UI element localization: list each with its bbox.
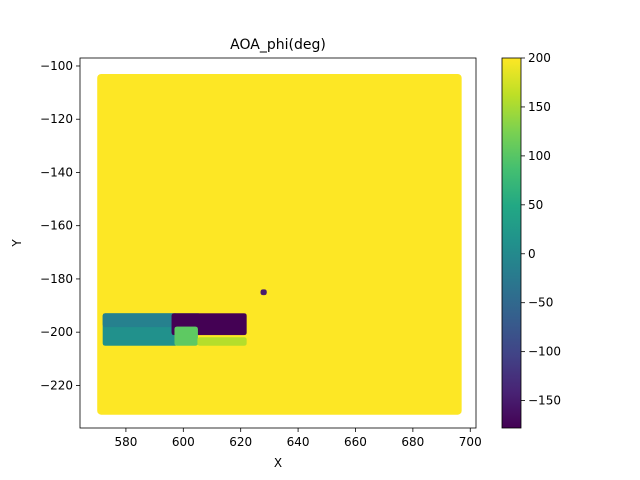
y-tick-label: −180 [40,272,73,286]
colorbar-tick-label: −100 [528,345,561,359]
heatmap-region [260,289,267,296]
colorbar-tick-label: −150 [528,394,561,408]
colorbar-tick-label: 200 [528,51,551,65]
x-axis: 580 600 620 640 660 680 700 [114,428,482,449]
x-tick-label: 580 [114,435,137,449]
x-axis-title: X [274,456,282,470]
x-tick-label: 600 [172,435,195,449]
colorbar-ticks: 200 150 100 50 0 −50 −100 −150 [521,51,561,408]
colorbar-tick-label: 150 [528,100,551,114]
y-tick-label: −100 [40,59,73,73]
y-axis-title: Y [10,239,24,248]
colorbar [501,57,522,429]
y-tick-label: −200 [40,325,73,339]
chart-title: AOA_phi(deg) [230,37,326,53]
x-tick-label: 640 [287,435,310,449]
x-tick-label: 620 [229,435,252,449]
plot-frame [79,57,477,429]
y-tick-label: −140 [40,165,73,179]
y-tick-label: −220 [40,378,73,392]
heatmap-regions [97,73,462,415]
colorbar-tick-label: −50 [528,296,553,310]
x-tick-label: 680 [401,435,424,449]
x-tick-label: 700 [459,435,482,449]
colorbar-tick-label: 0 [528,247,536,261]
colorbar-tick-label: 50 [528,198,543,212]
y-axis: −100 −120 −140 −160 −180 −200 −220 [40,59,80,392]
heatmap-region [97,73,462,415]
colorbar-tick-label: 100 [528,149,551,163]
y-tick-label: −160 [40,219,73,233]
heatmap-region [174,326,198,346]
y-tick-label: −120 [40,112,73,126]
heatmap-region [197,337,247,346]
x-tick-label: 660 [344,435,367,449]
